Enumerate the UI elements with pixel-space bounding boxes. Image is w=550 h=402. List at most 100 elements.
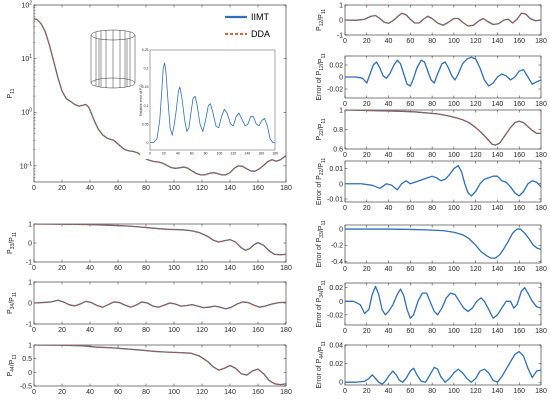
x-tick-label: 20: [58, 327, 66, 334]
x-tick-label: 40: [385, 101, 393, 108]
x-tick-label: 0: [343, 152, 347, 159]
x-tick-label: 120: [470, 205, 482, 212]
x-tick-label: 20: [58, 389, 66, 396]
y-tick-label: 1: [339, 3, 343, 10]
x-tick-label: 40: [385, 388, 393, 395]
x-tick-label: 120: [470, 266, 482, 273]
y-axis-label-part: P: [318, 225, 325, 230]
inset-frame: [149, 49, 276, 151]
y-tick-label: -0.01: [327, 196, 343, 203]
y-axis-label-part: P: [316, 175, 323, 180]
x-tick-label: 20: [58, 185, 66, 192]
x-tick-label: 160: [252, 265, 264, 272]
x-tick-label: 80: [142, 185, 150, 192]
x-tick-label: 100: [168, 265, 180, 272]
x-tick-label: 20: [58, 265, 66, 272]
y-tick-label: 10-1: [20, 161, 32, 170]
y-tick-label: 0: [339, 181, 343, 188]
series-dda-line: [345, 12, 541, 27]
inset-x-tick-label: 40: [176, 152, 180, 156]
legend: IIMT DDA: [223, 8, 283, 42]
x-tick-label: 120: [470, 328, 482, 335]
x-tick-label: 160: [513, 266, 525, 273]
y-axis-label-part: P: [7, 93, 14, 98]
inset-relative-error: 0 20 40 60 80 100 120 140 160 180 0 0.05 0.1 0.15 0.2 0…: [139, 47, 279, 159]
plot-frame: [33, 344, 287, 387]
x-tick-label: 140: [492, 205, 504, 212]
y-axis-label-part: /: [318, 19, 325, 21]
x-tick-label: 80: [428, 328, 436, 335]
y-axis-label-subscript: 11: [321, 220, 327, 225]
x-tick-label: 160: [513, 388, 525, 395]
plot-frame: [344, 55, 542, 99]
y-tick-label: 0.04: [329, 343, 343, 350]
y-axis-label-part: P: [316, 26, 323, 31]
x-tick-label: 140: [224, 265, 236, 272]
inset-x-tick-label: 140: [244, 152, 250, 156]
y-tick-label: 1: [339, 108, 343, 115]
y-axis-label-part: P: [9, 297, 16, 302]
y-axis-label-subscript: 11: [321, 341, 327, 346]
x-tick-label: 0: [343, 266, 347, 273]
x-tick-label: 20: [363, 266, 371, 273]
y-axis-label-part: /: [9, 302, 16, 304]
x-tick-label: 20: [363, 152, 371, 159]
x-tick-label: 120: [470, 38, 482, 45]
y-axis-label-part: /: [318, 351, 325, 353]
x-tick-label: 140: [492, 38, 504, 45]
inset-series-line: [150, 62, 275, 143]
y-axis-label: Error of P34/P11: [316, 280, 327, 328]
x-tick-label: 140: [224, 327, 236, 334]
y-axis-label: Error of P12/P11: [316, 53, 327, 101]
x-tick-label: 100: [448, 205, 460, 212]
y-axis-label-part: Error of: [316, 363, 323, 388]
x-tick-label: 100: [168, 389, 180, 396]
x-tick-label: 60: [114, 327, 122, 334]
y-tick-label: -0.5: [20, 384, 32, 391]
plot-frame: [344, 109, 542, 150]
y-axis-label-part: /: [318, 168, 325, 170]
x-tick-label: 80: [142, 265, 150, 272]
x-tick-label: 180: [535, 266, 547, 273]
y-axis-label-part: P: [9, 237, 16, 242]
y-axis-label-subscript: 11: [12, 354, 18, 359]
x-tick-label: 120: [196, 265, 208, 272]
inset-y-tick-label: 0: [147, 141, 149, 145]
y-axis-label: P44/P11: [7, 354, 18, 376]
x-tick-label: 80: [142, 327, 150, 334]
y-axis-label: P33/P11: [7, 232, 18, 254]
y-tick-label: 0.5: [22, 356, 32, 363]
y-tick-label: 0: [339, 299, 343, 306]
y-axis-label-subscript: 11: [321, 9, 327, 14]
y-tick-label: 0.02: [329, 63, 343, 70]
x-tick-label: 120: [470, 152, 482, 159]
y-axis-label-subscript: 34: [10, 304, 16, 310]
y-axis-label-subscript: 22: [319, 130, 325, 136]
inset-y-tick-label: 0.05: [142, 122, 149, 126]
y-axis-label-part: /: [318, 230, 325, 232]
x-tick-label: 160: [252, 327, 264, 334]
x-tick-label: 120: [196, 327, 208, 334]
plot-frame: [344, 4, 542, 36]
y-axis-label-part: Error of: [316, 302, 323, 327]
y-axis-label: P12/P11: [316, 9, 327, 31]
x-tick-label: 0: [32, 389, 36, 396]
x-tick-label: 180: [535, 388, 547, 395]
y-tick-label: -1: [26, 260, 32, 267]
y-axis-label: Error of P33/P11: [316, 220, 327, 268]
y-tick-exponent: 1: [29, 54, 32, 60]
plot-frame: [33, 281, 287, 325]
y-axis-label-subscript: 11: [12, 292, 18, 297]
x-tick-label: 40: [86, 389, 94, 396]
x-tick-label: 180: [535, 38, 547, 45]
y-tick-label: 0.01: [329, 166, 343, 173]
x-tick-label: 60: [406, 205, 414, 212]
x-tick-label: 60: [114, 185, 122, 192]
x-tick-label: 120: [470, 388, 482, 395]
x-tick-label: 100: [448, 38, 460, 45]
x-tick-label: 160: [513, 328, 525, 335]
inset-x-tick-label: 160: [258, 152, 264, 156]
series-iimt-line: [34, 299, 286, 310]
